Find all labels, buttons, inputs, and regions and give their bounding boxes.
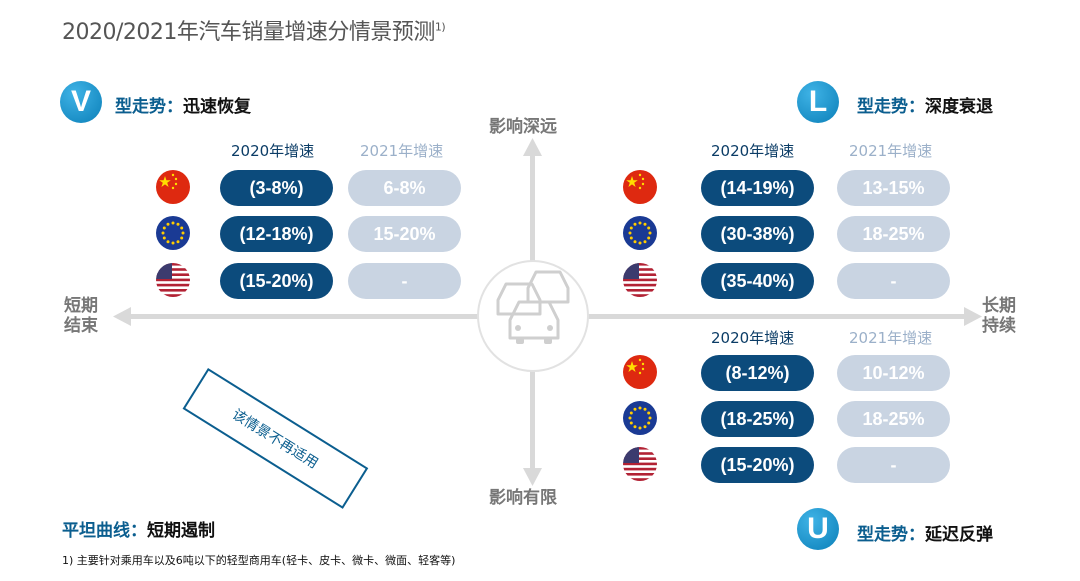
u-eu-2021-pill: 18-25% — [837, 401, 950, 437]
axis-label-left: 短期 结束 — [64, 296, 98, 336]
eu-flag-icon — [623, 401, 657, 435]
axis-label-top: 影响深远 — [489, 117, 557, 137]
v-scenario-label: 型走势：迅速恢复 — [115, 97, 251, 117]
eu-flag-icon — [156, 216, 190, 250]
l-scenario-label: 型走势：深度衰退 — [857, 97, 993, 117]
axis-arrow-up — [523, 138, 542, 156]
v-header-2021: 2021年增速 — [360, 142, 444, 160]
u-us-2021-pill: - — [837, 447, 950, 483]
eu-flag-icon — [623, 216, 657, 250]
page-title: 2020/2021年汽车销量增速分情景预测1) — [62, 20, 446, 45]
china-flag-icon — [623, 355, 657, 389]
v-eu-2020-pill: (12-18%) — [220, 216, 333, 252]
axis-arrow-left — [113, 307, 131, 326]
u-china-2021-pill: 10-12% — [837, 355, 950, 391]
v-header-2020: 2020年增速 — [231, 142, 315, 160]
l-badge: L — [797, 81, 839, 123]
l-us-2021-pill: - — [837, 263, 950, 299]
l-china-2020-pill: (14-19%) — [701, 170, 814, 206]
u-header-2021: 2021年增速 — [849, 329, 933, 347]
v-china-2020-pill: (3-8%) — [220, 170, 333, 206]
axis-label-bottom: 影响有限 — [489, 488, 557, 508]
l-us-2020-pill: (35-40%) — [701, 263, 814, 299]
u-header-2020: 2020年增速 — [711, 329, 795, 347]
axis-label-right: 长期 持续 — [982, 296, 1016, 336]
u-badge: U — [797, 508, 839, 550]
axis-arrow-right — [964, 307, 982, 326]
us-flag-icon — [623, 447, 657, 481]
cars-icon — [477, 260, 589, 372]
us-flag-icon — [156, 263, 190, 297]
u-eu-2020-pill: (18-25%) — [701, 401, 814, 437]
u-scenario-label: 型走势：延迟反弹 — [857, 525, 993, 545]
axis-arrow-down — [523, 468, 542, 486]
flat-scenario-label: 平坦曲线：短期遏制 — [62, 521, 215, 541]
v-badge: V — [60, 81, 102, 123]
v-china-2021-pill: 6-8% — [348, 170, 461, 206]
v-eu-2021-pill: 15-20% — [348, 216, 461, 252]
v-us-2021-pill: - — [348, 263, 461, 299]
l-header-2020: 2020年增速 — [711, 142, 795, 160]
l-eu-2020-pill: (30-38%) — [701, 216, 814, 252]
footnote: 1) 主要针对乘用车以及6吨以下的轻型商用车(轻卡、皮卡、微卡、微面、轻客等) — [62, 554, 456, 567]
u-us-2020-pill: (15-20%) — [701, 447, 814, 483]
u-china-2020-pill: (8-12%) — [701, 355, 814, 391]
l-header-2021: 2021年增速 — [849, 142, 933, 160]
china-flag-icon — [623, 170, 657, 204]
us-flag-icon — [623, 263, 657, 297]
l-eu-2021-pill: 18-25% — [837, 216, 950, 252]
china-flag-icon — [156, 170, 190, 204]
v-us-2020-pill: (15-20%) — [220, 263, 333, 299]
l-china-2021-pill: 13-15% — [837, 170, 950, 206]
